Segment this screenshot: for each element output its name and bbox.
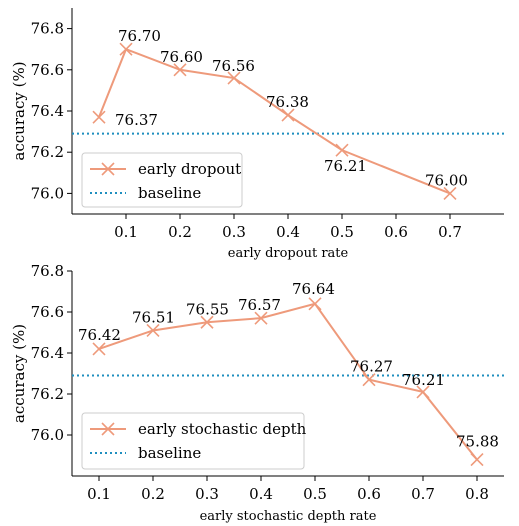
data-point-marker [443, 186, 457, 200]
data-point-marker [200, 315, 214, 329]
data-point-marker [335, 143, 349, 157]
x-tick-label: 0.6 [384, 223, 408, 241]
data-point-marker [227, 71, 241, 85]
legend-entry-baseline: baseline [138, 444, 201, 462]
legend-entry-series: early dropout [138, 160, 241, 178]
data-point-marker [470, 453, 484, 467]
data-label: 75.88 [456, 433, 499, 451]
chart-2: 0.1 0.2 0.3 0.4 0.5 0.6 0.7 0.8 76.0 76.2 76.4 76.6… [10, 262, 504, 524]
x-tick-label: 0.3 [195, 485, 219, 503]
data-label: 76.42 [78, 326, 121, 344]
x-tick-label: 0.3 [222, 223, 246, 241]
data-label: 76.27 [350, 358, 393, 376]
y-tick-label: 76.8 [31, 20, 64, 38]
y-tick-label: 76.0 [31, 184, 64, 202]
data-point-marker [92, 342, 106, 356]
data-label: 76.21 [324, 157, 367, 175]
y-tick-label: 76.6 [31, 61, 64, 79]
data-point-marker [281, 108, 295, 122]
data-point-marker [173, 63, 187, 77]
series-line [98, 302, 478, 461]
y-tick-label: 76.6 [31, 303, 64, 321]
data-label: 76.55 [186, 300, 229, 318]
data-label: 76.60 [160, 48, 203, 66]
data-point-marker [416, 385, 430, 399]
x-axis-label: early dropout rate [228, 246, 349, 261]
data-label: 76.51 [132, 308, 175, 326]
data-point-marker [92, 110, 106, 124]
data-label: 76.38 [266, 93, 309, 111]
y-axis-label: accuracy (%) [10, 61, 28, 160]
legend-box [81, 412, 305, 470]
x-tick-label: 0.2 [141, 485, 165, 503]
x-tick-label: 0.4 [249, 485, 273, 503]
x-tick-label: 0.6 [357, 485, 381, 503]
data-label: 76.70 [118, 27, 161, 45]
data-point-marker [362, 373, 376, 387]
data-label: 76.56 [212, 57, 255, 75]
legend-entry-baseline: baseline [138, 184, 201, 202]
legend-marker [101, 162, 115, 176]
x-tick-label: 0.1 [114, 223, 138, 241]
y-tick-label: 76.4 [31, 102, 64, 120]
x-tick-label: 0.7 [411, 485, 435, 503]
x-tick-label: 0.2 [168, 223, 192, 241]
data-point-marker [308, 297, 322, 311]
data-label: 76.00 [425, 171, 468, 189]
data-point-marker [146, 323, 160, 338]
x-tick-label: 0.8 [465, 485, 489, 503]
data-point-marker [119, 42, 133, 56]
y-axis-label: accuracy (%) [10, 324, 28, 423]
chart-1: 0.1 0.2 0.3 0.4 0.5 0.6 0.7 76.0 76.2 76.4 76.6 76.… [10, 8, 504, 261]
data-label: 76.37 [115, 111, 158, 129]
y-tick-label: 76.4 [31, 344, 64, 362]
data-label: 76.21 [402, 371, 445, 389]
x-tick-label: 0.7 [438, 223, 462, 241]
data-point-marker [254, 311, 268, 325]
legend-marker [101, 422, 115, 436]
legend: early dropout baseline [81, 152, 243, 208]
x-tick-label: 0.5 [330, 223, 354, 241]
legend: early stochastic depth baseline [81, 412, 307, 470]
x-tick-label: 0.1 [87, 485, 111, 503]
y-tick-label: 76.2 [31, 385, 64, 403]
x-axis-label: early stochastic depth rate [200, 509, 377, 524]
y-tick-label: 76.0 [31, 426, 64, 444]
x-tick-label: 0.5 [303, 485, 327, 503]
data-label: 76.64 [292, 280, 335, 298]
data-label: 76.57 [238, 296, 281, 314]
legend-entry-series: early stochastic depth [138, 420, 307, 438]
x-tick-label: 0.4 [276, 223, 300, 241]
y-tick-label: 76.8 [31, 262, 64, 280]
y-tick-label: 76.2 [31, 143, 64, 161]
